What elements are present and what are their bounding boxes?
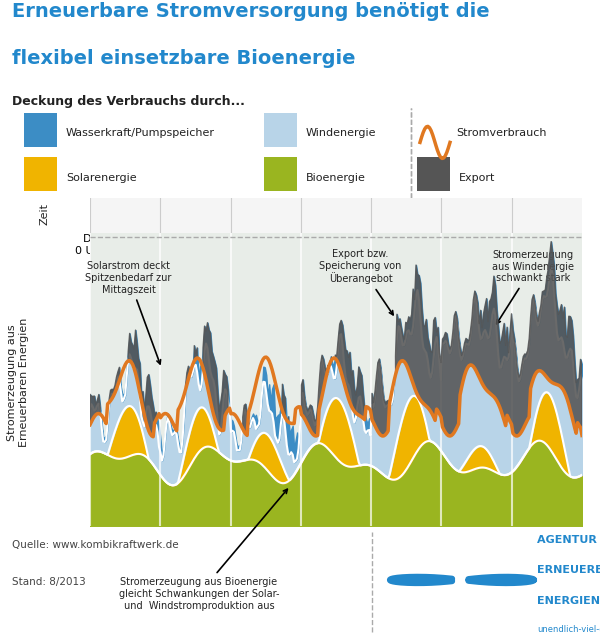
Text: Stromerzeugung aus Bioenergie
gleicht Schwankungen der Solar-
und  Windstromprod: Stromerzeugung aus Bioenergie gleicht Sc… <box>119 489 287 611</box>
Text: AGENTUR FÜR: AGENTUR FÜR <box>537 535 600 545</box>
FancyBboxPatch shape <box>264 157 297 191</box>
FancyBboxPatch shape <box>24 113 57 147</box>
Text: Stromverbrauch: Stromverbrauch <box>456 128 547 138</box>
Text: Stromerzeugung
aus Windenergie
schwankt stark: Stromerzeugung aus Windenergie schwankt … <box>492 250 574 323</box>
Text: Export: Export <box>459 173 496 183</box>
Text: Wasserkraft/Pumpspeicher: Wasserkraft/Pumpspeicher <box>66 128 215 138</box>
FancyBboxPatch shape <box>24 157 57 191</box>
Text: ENERGIEN: ENERGIEN <box>537 596 600 605</box>
Text: Export bzw.
Speicherung von
Überangebot: Export bzw. Speicherung von Überangebot <box>319 249 402 315</box>
Text: Erneuerbare Stromversorgung benötigt die: Erneuerbare Stromversorgung benötigt die <box>12 2 490 21</box>
Text: Quelle: www.kombikraftwerk.de: Quelle: www.kombikraftwerk.de <box>12 540 179 550</box>
Text: Stand: 8/2013: Stand: 8/2013 <box>12 577 86 586</box>
Text: Solarenergie: Solarenergie <box>66 173 137 183</box>
Text: Deckung des Verbrauchs durch...: Deckung des Verbrauchs durch... <box>12 96 245 108</box>
Text: ERNEUERBARE: ERNEUERBARE <box>537 565 600 575</box>
Text: Solarstrom deckt
Spitzenbedarf zur
Mittagszeit: Solarstrom deckt Spitzenbedarf zur Mitta… <box>85 262 172 364</box>
Text: Stromerzeugung aus
Erneuerbaren Energien: Stromerzeugung aus Erneuerbaren Energien <box>7 318 29 447</box>
Text: Zeit: Zeit <box>40 203 50 225</box>
FancyBboxPatch shape <box>417 157 450 191</box>
Text: Bioenergie: Bioenergie <box>306 173 366 183</box>
FancyBboxPatch shape <box>264 113 297 147</box>
Text: flexibel einsetzbare Bioenergie: flexibel einsetzbare Bioenergie <box>12 49 355 68</box>
Text: unendlich-viel-energie.de: unendlich-viel-energie.de <box>537 625 600 634</box>
Text: Windenergie: Windenergie <box>306 128 377 138</box>
